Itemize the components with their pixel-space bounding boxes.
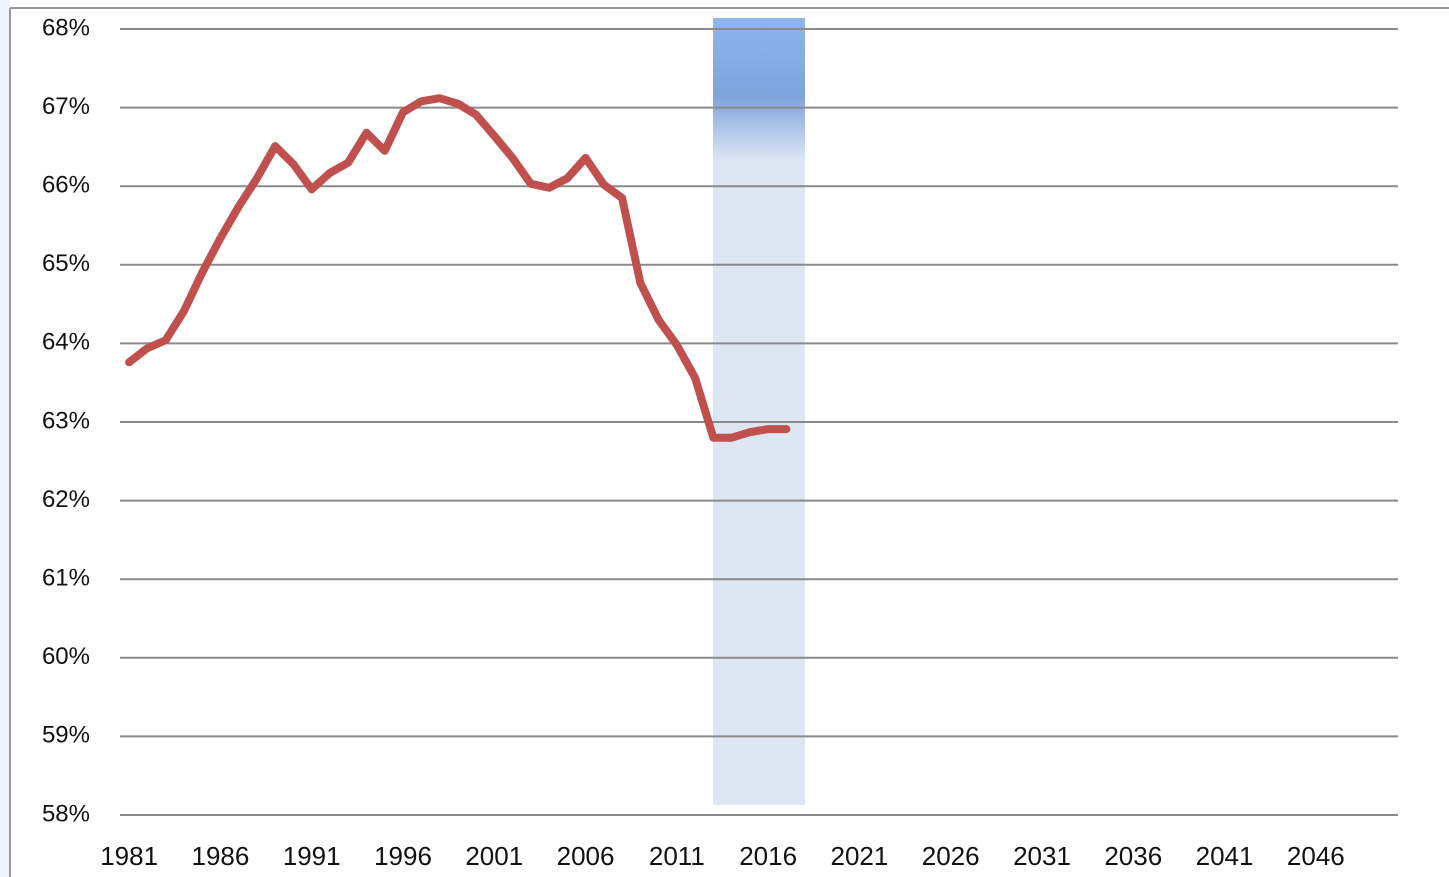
y-tick-label: 67% <box>42 93 90 120</box>
y-tick-label: 60% <box>42 643 90 670</box>
y-tick-label: 58% <box>42 800 90 827</box>
y-tick-label: 64% <box>42 329 90 356</box>
left-edge <box>0 0 10 877</box>
y-tick-label: 62% <box>42 486 90 513</box>
y-tick-label: 61% <box>42 565 90 592</box>
x-tick-label: 2016 <box>739 841 797 871</box>
x-tick-label: 2031 <box>1013 841 1071 871</box>
y-tick-label: 59% <box>42 722 90 749</box>
x-tick-label: 2011 <box>649 841 705 871</box>
x-tick-label: 2046 <box>1287 841 1345 871</box>
highlight-band <box>713 18 805 805</box>
line-series <box>125 94 791 442</box>
x-tick-label: 2026 <box>922 841 980 871</box>
x-tick-label: 2036 <box>1104 841 1162 871</box>
x-tick-label: 1981 <box>100 841 158 871</box>
x-tick-label: 2001 <box>465 841 523 871</box>
x-tick-label: 2021 <box>830 841 888 871</box>
x-tick-label: 1996 <box>374 841 432 871</box>
x-tick-label: 2006 <box>557 841 615 871</box>
x-tick-label: 1986 <box>191 841 249 871</box>
x-tick-label: 2041 <box>1196 841 1254 871</box>
y-tick-label: 63% <box>42 407 90 434</box>
y-tick-label: 66% <box>42 172 90 199</box>
x-tick-label: 1991 <box>283 841 341 871</box>
y-tick-label: 65% <box>42 250 90 277</box>
y-tick-label: 68% <box>42 14 90 41</box>
